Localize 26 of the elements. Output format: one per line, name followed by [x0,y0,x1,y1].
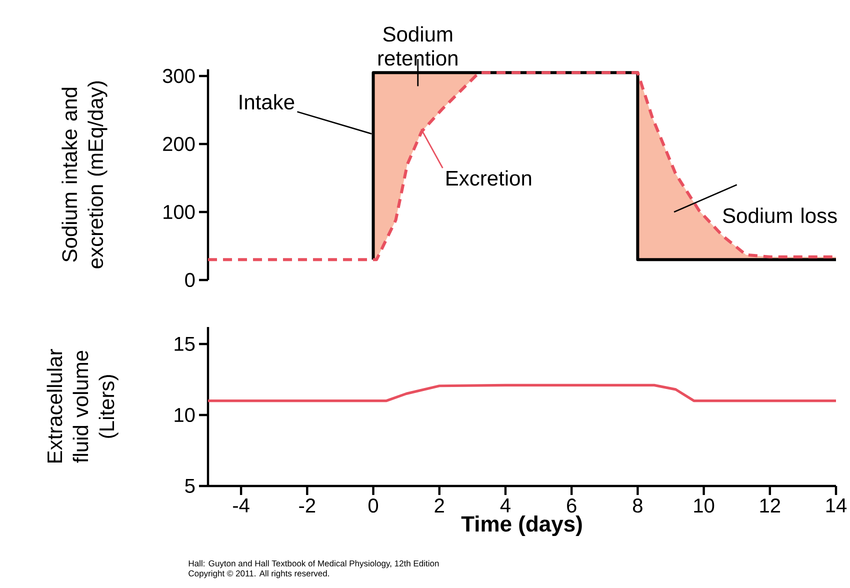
text: Sodium retention [378,26,458,66]
y-tick-label: 5 [185,479,195,493]
x-tick-label: 0 [368,498,378,513]
annotation: Sodium loss [722,208,837,224]
x-tick-label: 2 [434,498,444,512]
x-tick-label: 12 [760,498,780,512]
x-tick-label: -4 [233,498,250,512]
x-axis-title: Time (days) [461,516,582,536]
x-tick-label: 10 [694,498,714,513]
text: Intake [240,94,294,110]
y-tick-label: 100 [164,204,195,220]
x-tick-label: -2 [299,498,316,512]
text: Hall: Guyton and Hall Textbook of Medical Physiology, 12th Edition [188,560,439,568]
x-tick-label: 4 [500,498,510,512]
text: Copyright © 2011. All rights reserved. [188,570,329,578]
y-tick-label: 15 [174,337,195,351]
y-axis-title: Extracellular fluid volume (Liters) [46,349,118,463]
y-tick-label: 200 [163,136,195,152]
x-tick-label: 14 [826,498,847,512]
x-tick-label: 6 [567,498,576,513]
y-tick-label: 0 [185,272,195,288]
y-tick-label: 10 [174,408,195,422]
y-tick-label: 300 [162,68,195,84]
legend-label: Excretion [446,170,532,186]
y-axis-title: Sodium intake and excretion (mEq/day) [62,81,108,268]
x-tick-label: 8 [632,498,642,513]
